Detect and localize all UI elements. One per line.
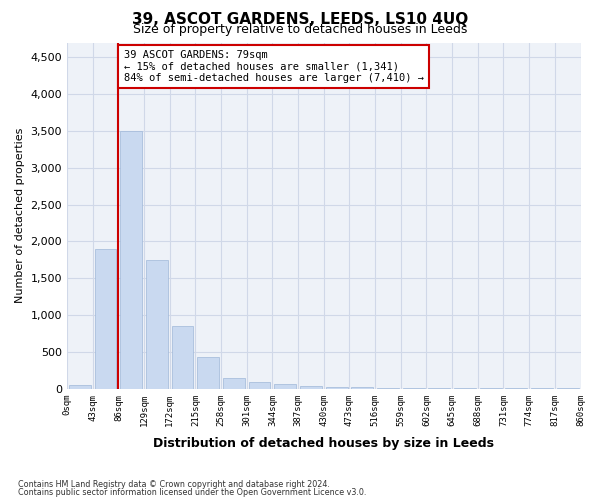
Bar (197, 357, 219, 389)
Bar (95, 249, 116, 389)
Bar (274, 384, 296, 389)
Bar (223, 378, 245, 389)
Bar (172, 326, 193, 389)
Bar (326, 386, 347, 389)
X-axis label: Distribution of detached houses by size in Leeds: Distribution of detached houses by size … (153, 437, 494, 450)
Bar (146, 260, 168, 389)
Bar (69, 385, 91, 389)
Bar (428, 388, 450, 389)
Bar (352, 388, 373, 389)
Y-axis label: Number of detached properties: Number of detached properties (15, 128, 25, 304)
Text: 39 ASCOT GARDENS: 79sqm
← 15% of detached houses are smaller (1,341)
84% of semi: 39 ASCOT GARDENS: 79sqm ← 15% of detache… (124, 50, 424, 83)
Bar (300, 386, 322, 389)
Bar (377, 388, 399, 389)
Text: 39, ASCOT GARDENS, LEEDS, LS10 4UQ: 39, ASCOT GARDENS, LEEDS, LS10 4UQ (132, 12, 468, 28)
Text: Contains public sector information licensed under the Open Government Licence v3: Contains public sector information licen… (18, 488, 367, 497)
Bar (454, 388, 476, 389)
Bar (403, 388, 425, 389)
Bar (248, 382, 271, 389)
Text: Size of property relative to detached houses in Leeds: Size of property relative to detached ho… (133, 24, 467, 36)
Bar (121, 131, 142, 389)
Bar (480, 388, 502, 389)
Text: Contains HM Land Registry data © Crown copyright and database right 2024.: Contains HM Land Registry data © Crown c… (18, 480, 330, 489)
